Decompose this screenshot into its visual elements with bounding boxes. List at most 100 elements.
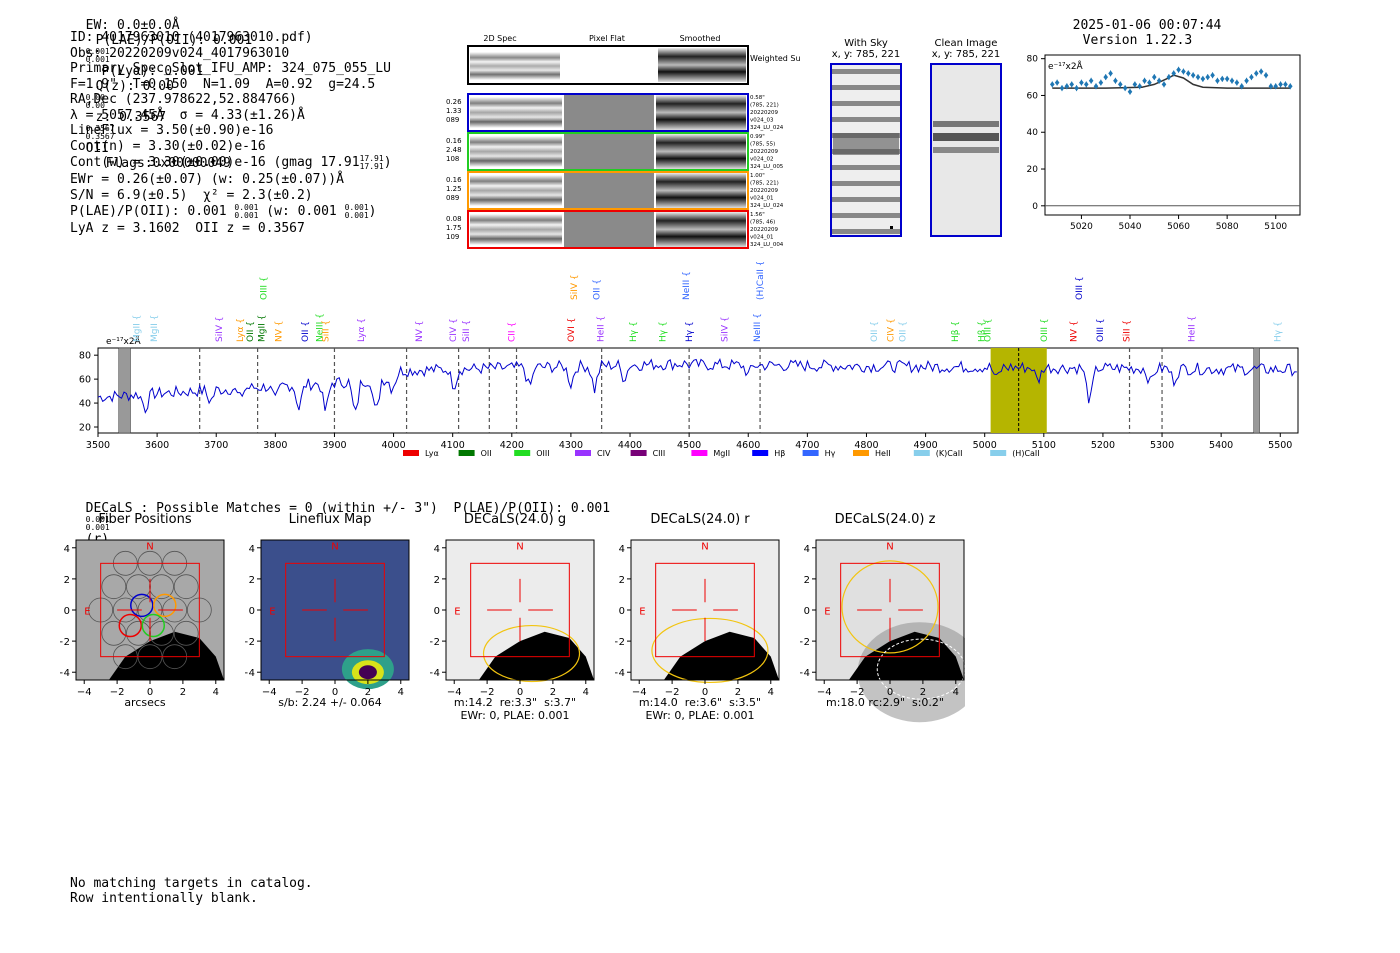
spectrum-legend-swatch xyxy=(802,450,819,456)
decals-ytick-label: 2 xyxy=(434,575,440,586)
spectrum-line-label: OII { xyxy=(246,321,256,342)
spectrum-xtick-label: 4600 xyxy=(736,440,760,451)
decals-xtick-label: 2 xyxy=(365,687,371,698)
spec2d-row-right-label: 0.99" xyxy=(750,134,765,140)
spectrum-line-label: SiII { xyxy=(1123,320,1133,342)
decals-xtick-label: −2 xyxy=(665,687,680,698)
clean-image xyxy=(930,63,1002,237)
spec2d-weighted-2d xyxy=(470,52,560,80)
decals-ytick-label: 2 xyxy=(64,575,70,586)
spectrum-line-label: OIII { xyxy=(1040,318,1050,342)
decals-ytick-label: −4 xyxy=(60,668,70,679)
decals-image-frame xyxy=(630,539,780,681)
zoom-data-point xyxy=(1151,74,1157,81)
info-plae-w-sub: 0.001 xyxy=(344,210,369,220)
decals-xtick-label: −4 xyxy=(77,687,92,698)
decals-ytick-label: −4 xyxy=(615,668,625,679)
fiber-highlight xyxy=(118,613,143,638)
spec2d-row-right-label: 324_LU_005 xyxy=(750,164,784,170)
header-flags: Flags:0x00000049 xyxy=(105,156,231,171)
header-qz: Q(z): 0.00 xyxy=(95,79,174,94)
footer-line2: Row intentionally blank. xyxy=(70,891,258,906)
header-z-line: OII xyxy=(85,141,110,156)
decals-ytick-label: −2 xyxy=(60,637,70,648)
aperture-box xyxy=(655,562,755,658)
spectrum-line-label: OII { xyxy=(898,321,908,342)
spectrum-line-label: NV { xyxy=(1069,321,1079,342)
fiber-circle xyxy=(101,574,127,600)
decals-xtick-label: 0 xyxy=(147,687,153,698)
zoom-data-point xyxy=(1113,77,1118,84)
fiber-highlight xyxy=(153,593,177,618)
spectrum-legend-label: Hγ xyxy=(825,449,836,458)
header-qz-sup: 0.00 xyxy=(85,93,105,102)
zoom-data-point xyxy=(1234,79,1240,86)
aperture-box xyxy=(100,562,200,658)
spectrum-legend-label: OIII xyxy=(536,449,549,458)
spectrum-xtick-label: 3600 xyxy=(145,440,169,451)
decals-bright-source xyxy=(848,631,964,680)
spectrum-line-label: Hγ { xyxy=(685,321,695,342)
spec2d-row-pixelflat xyxy=(564,134,654,169)
spectrum-xtick-label: 4800 xyxy=(854,440,878,451)
header-z-sub: 0.3567 xyxy=(85,132,115,141)
spec2d-weighted-smoothed xyxy=(658,48,746,82)
decals-panels: Fiber Positions N E −4 −4 −2 −2 0 0 2 2 4 4 arcsecs Li… xyxy=(60,512,970,723)
spectrum-xtick-label: 3700 xyxy=(204,440,228,451)
spectrum-masked-region xyxy=(118,347,131,434)
spectrum-line-label: HeII { xyxy=(1188,316,1198,342)
spectrum-xtick-label: 3900 xyxy=(322,440,346,451)
zoom-data-point xyxy=(1263,72,1269,79)
spectrum-line-labels: MgII {MgII {SiIV {Lyα {OII {MgII {OIII {… xyxy=(132,262,1283,342)
spectrum-line-label: CIV { xyxy=(887,318,897,342)
spec2d-row-left-label: 1.25 xyxy=(446,185,462,193)
fiber-circle xyxy=(101,620,127,646)
zoom-xtick-label: 5060 xyxy=(1167,222,1190,232)
info-fiber-params: F=1.9" T=0.150 N=1.09 A=0.92 g=24.5 xyxy=(70,76,376,92)
spectrum-legend-swatch xyxy=(514,450,531,456)
spec2d-row-right-label: 20220209 xyxy=(750,149,778,155)
spectrum-xtick-label: 4400 xyxy=(618,440,642,451)
header-plae-sup: 0.001 xyxy=(85,47,110,56)
spec2d-row-left-label: 1.75 xyxy=(446,224,462,232)
header-bar: EW: 0.0±0.0Å P(LAE)/P(OII): 0.001 0.001 0… xyxy=(70,3,253,171)
compass-n: N xyxy=(701,541,708,552)
compass-e: E xyxy=(824,607,830,618)
spec2d-col-smoothed: Smoothed xyxy=(680,34,721,43)
zoom-data-point xyxy=(1268,83,1274,90)
zoom-data-point xyxy=(1229,77,1235,84)
decals-ytick-label: −4 xyxy=(800,668,810,679)
zoom-data-point xyxy=(1147,79,1152,86)
spectrum-line-label: OIII { xyxy=(984,318,994,342)
decals-panel-title: DECaLS(24.0) g xyxy=(463,512,567,527)
zoom-content: 5020 5040 5060 5080 5100 0 20 40 60 80 xyxy=(1027,55,1300,232)
spec2d-col-pixelflat: Pixel Flat xyxy=(589,34,625,43)
decals-bright-source xyxy=(108,631,224,680)
decals-headline-row: DECaLS : Possible Matches = 0 (within +/… xyxy=(70,486,610,547)
info-contw: Cont(w) = 3.30(±0.00)e-16 (gmag 17.91 xyxy=(70,155,360,170)
clean-image-coords: x, y: 785, 221 xyxy=(931,49,1001,60)
decals-image-frame xyxy=(75,539,225,681)
header-z: z: 0.3567 xyxy=(95,110,167,125)
spectrum-line-label: OIII { xyxy=(1075,276,1085,300)
spec2d-row-right-label: v024_03 xyxy=(750,118,774,124)
header-plae-sub: 0.001 xyxy=(85,55,110,64)
zoom-data-point xyxy=(1166,74,1172,81)
decals-xtick-label: −2 xyxy=(110,687,125,698)
info-gmag-sub: 17.91 xyxy=(359,161,384,171)
decals-ytick-label: 4 xyxy=(64,544,70,555)
spec2d-row-right-label: v024_01 xyxy=(750,196,774,202)
spec2d-row-smoothed xyxy=(656,173,746,208)
info-contw-row: Cont(w) = 3.30(±0.00)e-16 (gmag 17.9117.… xyxy=(70,154,392,172)
spectrum-line-label: NeIII { xyxy=(753,313,763,342)
spec2d-row-left-label: 089 xyxy=(446,194,459,202)
decals-panel-caption: m:18.0 rc:2.9" s:0.2" xyxy=(826,696,944,709)
decals-image-frame xyxy=(815,539,965,681)
decals-ytick-label: −2 xyxy=(615,637,625,648)
spectrum-line-label: (H)CaII { xyxy=(756,262,766,300)
spec2d-row-left-label: 0.26 xyxy=(446,98,462,106)
spec2d-row-smoothed xyxy=(656,134,746,169)
zoom-data-point xyxy=(1258,68,1264,75)
zoom-data-point xyxy=(1049,81,1055,88)
decals-xtick-label: −4 xyxy=(817,687,832,698)
